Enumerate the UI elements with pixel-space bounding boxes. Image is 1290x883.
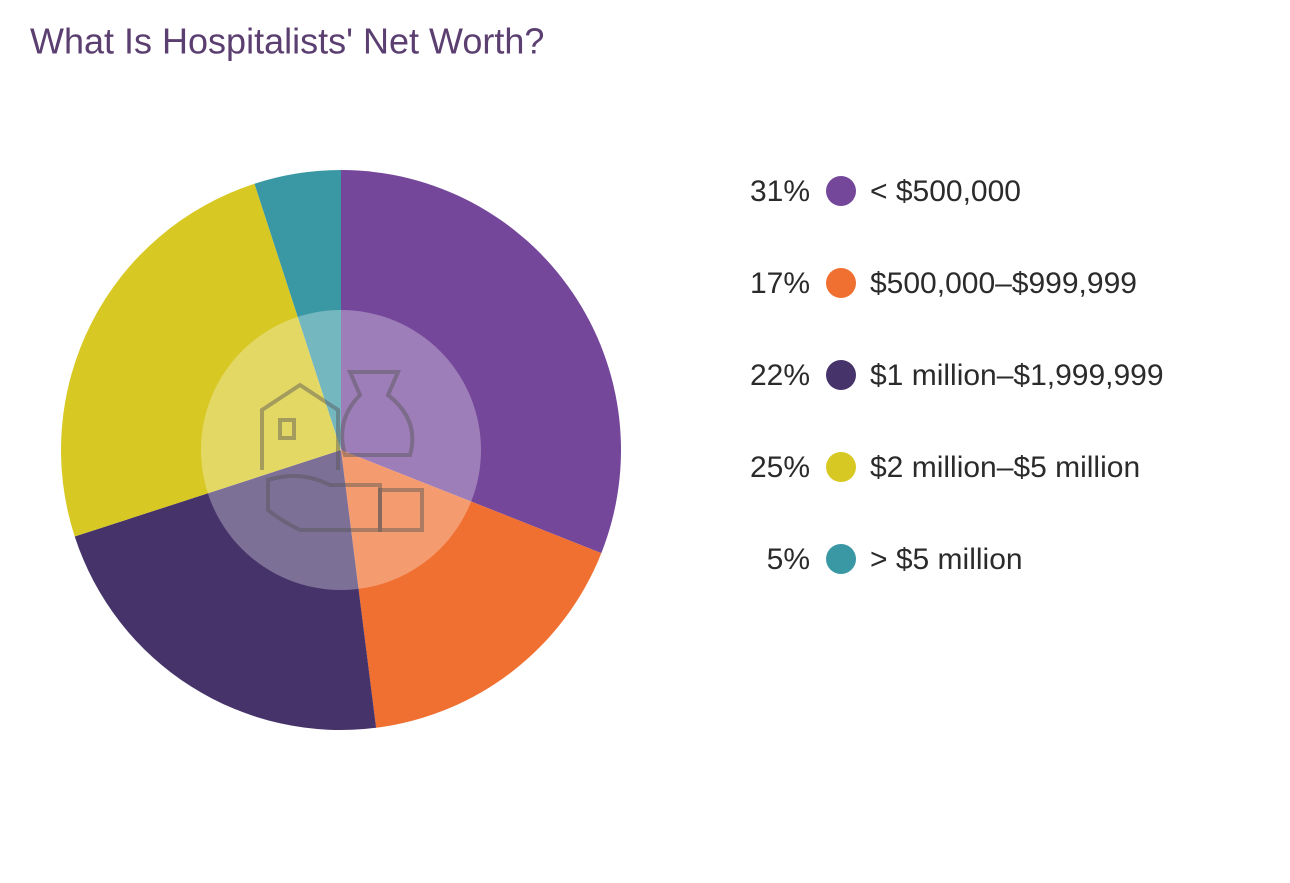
legend-value: 5% xyxy=(767,543,810,576)
legend-value: 25% xyxy=(750,451,810,484)
legend-label: $500,000–$999,999 xyxy=(870,267,1137,300)
legend-value: 17% xyxy=(750,267,810,300)
pie-slice xyxy=(60,183,341,537)
legend-label: $2 million–$5 million xyxy=(870,451,1140,484)
legend-swatch xyxy=(826,176,856,206)
legend-swatch xyxy=(826,452,856,482)
legend-label: > $5 million xyxy=(870,543,1023,576)
pie-slice xyxy=(341,170,622,554)
pie-slice xyxy=(74,450,377,730)
pie-slice xyxy=(254,170,341,450)
legend-swatch xyxy=(826,544,856,574)
chart-title: What Is Hospitalists' Net Worth? xyxy=(30,21,544,62)
legend: 31% < $500,000 17% $500,000–$999,999 22% $1 m… xyxy=(750,175,1164,576)
legend-label: $1 million–$1,999,999 xyxy=(870,359,1164,392)
legend-value: 31% xyxy=(750,175,810,208)
legend-value: 22% xyxy=(750,359,810,392)
pie xyxy=(60,170,622,730)
icon xyxy=(260,370,424,532)
center-disc xyxy=(201,310,481,590)
legend-label: < $500,000 xyxy=(870,175,1021,208)
legend-swatch xyxy=(826,268,856,298)
legend-swatch xyxy=(826,360,856,390)
pie-slice xyxy=(341,450,602,728)
